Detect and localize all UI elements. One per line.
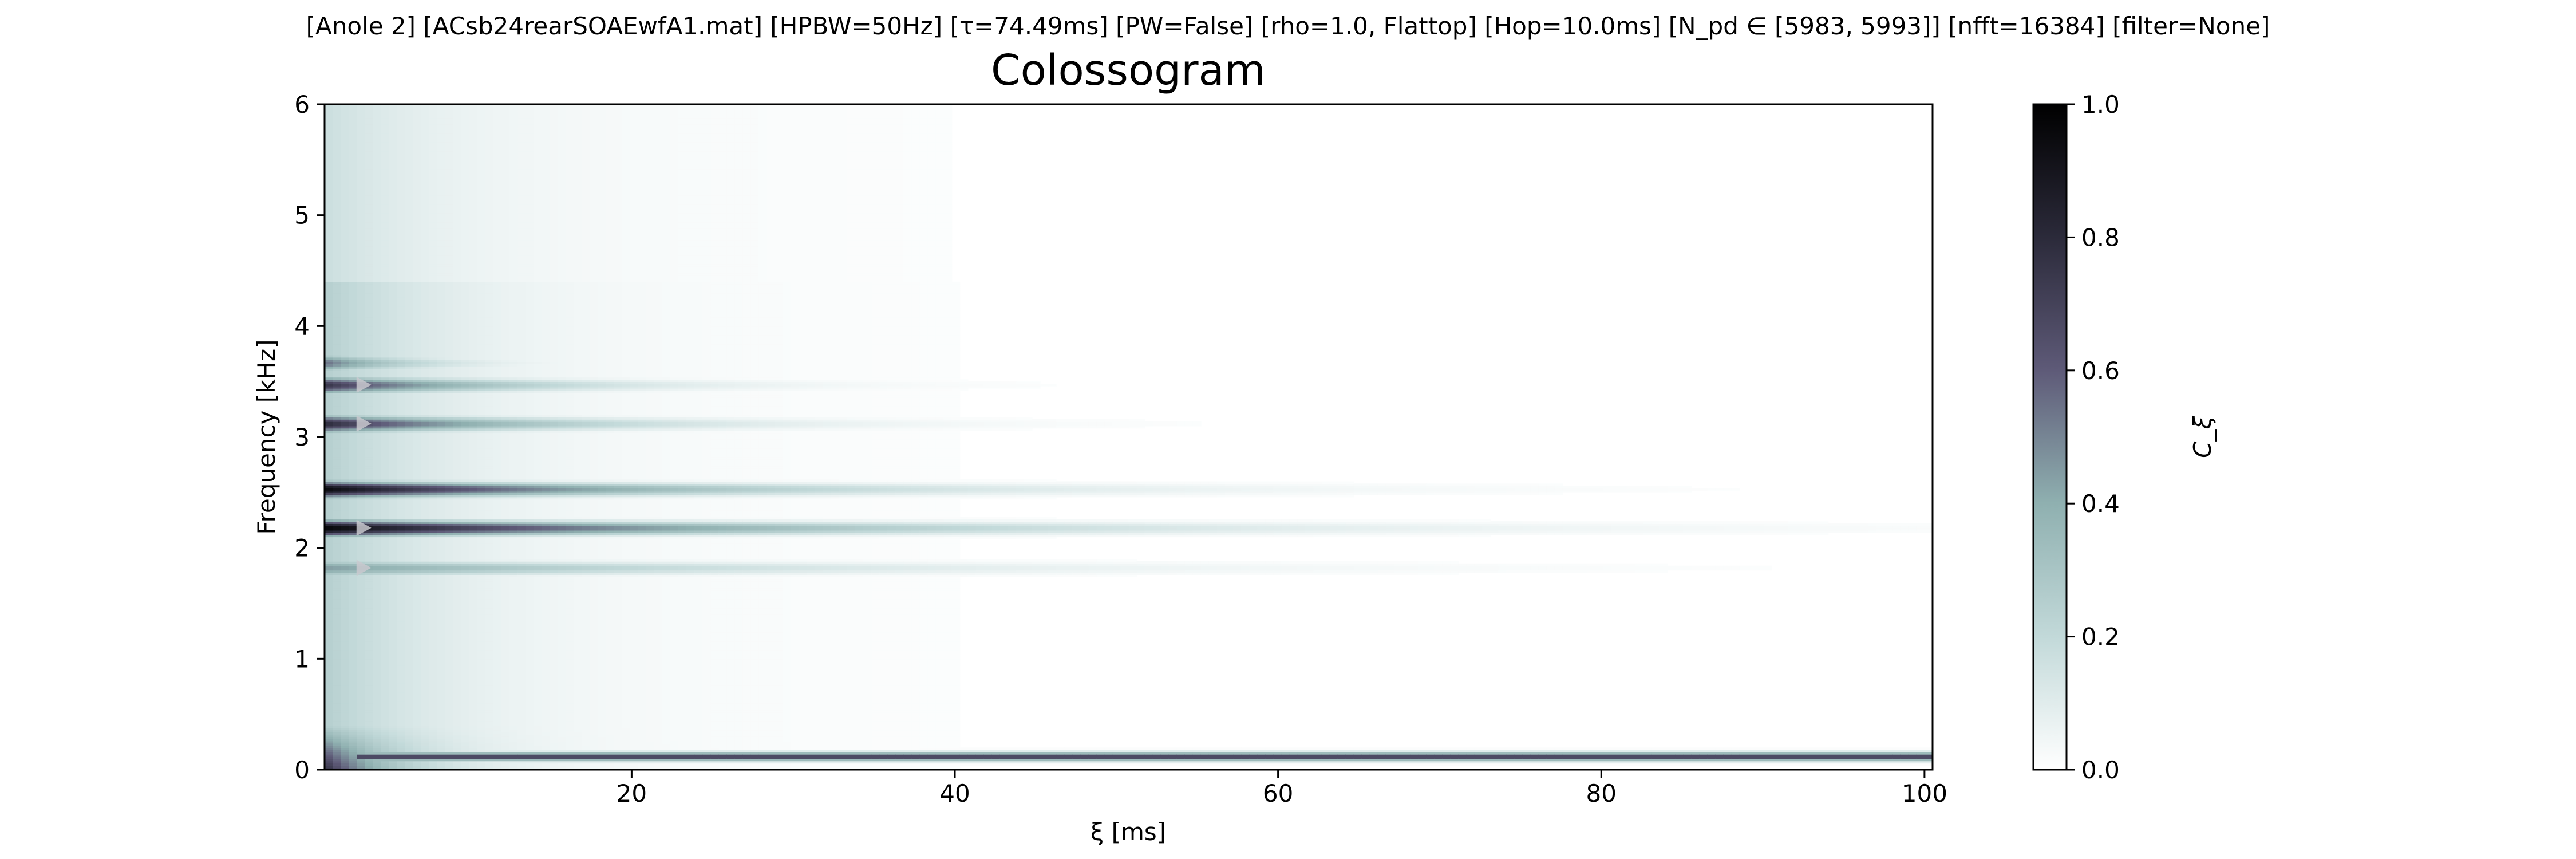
header-info-line: [Anole 2] [ACsb24rearSOAEwfA1.mat] [HPBW…	[306, 12, 2270, 40]
heatmap	[325, 104, 1933, 770]
chart-title: Colossogram	[991, 46, 1266, 95]
